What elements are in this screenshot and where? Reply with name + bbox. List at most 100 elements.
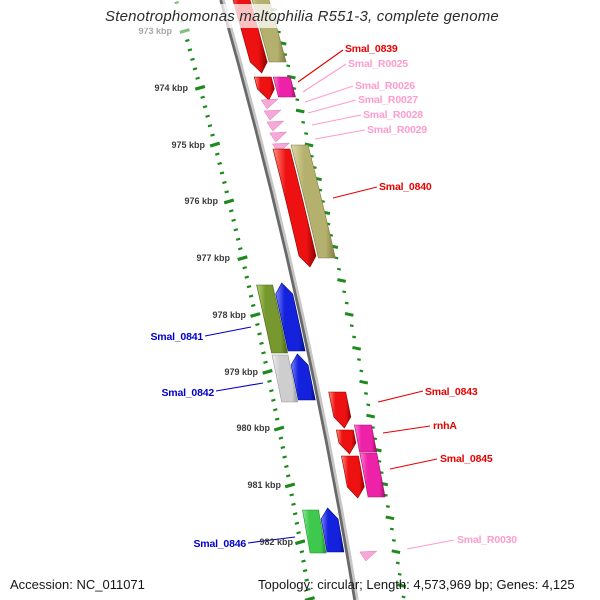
- gene-Smal_0845[interactable]: [341, 452, 386, 499]
- gene-label-Smal_0841[interactable]: Smal_0841: [151, 331, 204, 343]
- scale-dot: [301, 120, 306, 124]
- rna-feature-Smal_R0029[interactable]: [272, 142, 291, 154]
- gene-label-Smal_R0027[interactable]: Smal_R0027: [358, 94, 418, 106]
- gene-Smal_0840[interactable]: [272, 144, 336, 268]
- tick-label-982-kbp: 982 kbp: [259, 537, 293, 547]
- scale-dot: [284, 464, 289, 469]
- scale-dot: [301, 559, 306, 563]
- scale-dot: [274, 417, 280, 421]
- gene-Smal_R0026[interactable]: [263, 109, 282, 121]
- scale-dot: [286, 74, 296, 80]
- scale-dot: [385, 515, 395, 521]
- gene-Smal_R0029[interactable]: [272, 142, 291, 154]
- gene-label-Smal_R0025[interactable]: Smal_R0025: [348, 58, 408, 70]
- scale-dot: [273, 425, 285, 432]
- gene-label-Smal_0843[interactable]: Smal_0843: [425, 386, 478, 398]
- scale-dot: [305, 587, 311, 592]
- gene-block-Smal_0842[interactable]: [271, 354, 299, 403]
- gene-arrow-Smal_0843[interactable]: [328, 391, 352, 429]
- scale-dot: [248, 294, 254, 298]
- scale-dot: [237, 247, 243, 251]
- gene-Smal_R0030[interactable]: [359, 550, 378, 562]
- gene-block-Smal_0840[interactable]: [290, 144, 336, 259]
- gene-block-Smal_0846[interactable]: [302, 509, 327, 554]
- gene-Smal_R0027[interactable]: [266, 120, 285, 132]
- gene-label-Smal_0846[interactable]: Smal_0846: [194, 538, 247, 550]
- gene-label-Smal_0840[interactable]: Smal_0840: [379, 181, 432, 193]
- scale-dot: [179, 28, 190, 34]
- scale-dot: [391, 538, 396, 542]
- gene-Smal_0843[interactable]: [328, 391, 352, 429]
- scale-dot: [295, 98, 300, 102]
- scale-dot: [255, 322, 260, 327]
- leader-Smal_0845: [389, 458, 438, 470]
- scale-dot: [285, 474, 291, 478]
- gene-Smal_0839[interactable]: [253, 76, 296, 101]
- genome-backbone-edge: [219, 0, 357, 600]
- genome-title: Stenotrophomonas maltophilia R551-3, com…: [105, 7, 499, 25]
- gene-arrow-rnhA[interactable]: [335, 429, 357, 455]
- gene-rnhA[interactable]: [335, 424, 377, 455]
- scale-dot: [242, 266, 248, 270]
- gene-labels: Smal_0839 Smal_R0025 Smal_R0026 Smal_R0027 S…: [151, 43, 518, 550]
- scale-dot: [352, 345, 362, 351]
- rna-feature-Smal_R0027[interactable]: [266, 120, 285, 132]
- leader-Smal_R0028: [311, 114, 362, 126]
- scale-dot: [231, 218, 236, 222]
- rna-feature-Smal_R0025[interactable]: [260, 98, 279, 110]
- gene-Smal_R0028[interactable]: [269, 131, 288, 143]
- gene-Smal_0846[interactable]: [302, 507, 345, 554]
- scale-dot: [302, 568, 308, 573]
- gene-arrow-Smal_0840[interactable]: [272, 148, 317, 268]
- scale-dot: [296, 531, 301, 535]
- gene-arrow-Smal_0845[interactable]: [341, 455, 365, 499]
- gene-label-Smal_R0029[interactable]: Smal_R0029: [367, 124, 427, 136]
- leader-lines: [204, 49, 455, 550]
- leader-Smal_R0030: [406, 539, 455, 550]
- leader-Smal_R0025: [302, 63, 347, 93]
- gene-label-Smal_0845[interactable]: Smal_0845: [440, 453, 493, 465]
- gene-arrow-Smal_0846[interactable]: [320, 507, 345, 553]
- gene-arrow-Smal_0839[interactable]: [253, 76, 275, 101]
- scale-dot: [304, 596, 316, 600]
- gene-Smal_R0025[interactable]: [260, 98, 279, 110]
- scale-dot: [267, 379, 272, 383]
- scale-dot: [366, 403, 371, 407]
- gene-block-rnhA[interactable]: [354, 424, 377, 453]
- gene-Smal_0842[interactable]: [271, 353, 316, 403]
- scale-dot: [195, 76, 200, 80]
- gene-label-Smal_0839[interactable]: Smal_0839: [345, 43, 398, 55]
- scale-dot: [299, 550, 305, 554]
- gene-block-Smal_0841[interactable]: [256, 284, 288, 354]
- gene-arrow-Smal_0841[interactable]: [275, 282, 306, 352]
- gene-label-rnhA[interactable]: rnhA: [433, 420, 458, 432]
- scale-labels: 973 kbp 974 kbp 975 kbp 976 kbp 977 kbp 978 k…: [138, 26, 293, 547]
- rna-feature-Smal_R0026[interactable]: [263, 109, 282, 121]
- gene-label-Smal_0842[interactable]: Smal_0842: [162, 387, 215, 399]
- gene-label-Smal_R0030[interactable]: Smal_R0030: [457, 534, 517, 546]
- scale-dot: [364, 392, 368, 395]
- leader-Smal_0841: [204, 326, 252, 337]
- gene-label-Smal_R0028[interactable]: Smal_R0028: [363, 109, 423, 121]
- gene-block-Smal_0845[interactable]: [359, 452, 386, 498]
- scale-dot: [214, 152, 220, 156]
- leader-Smal_R0026: [304, 85, 354, 103]
- scale-dot: [190, 57, 195, 62]
- scale-dot: [237, 255, 248, 262]
- rna-feature-Smal_R0030[interactable]: [359, 550, 378, 562]
- scale-dot: [250, 303, 256, 308]
- scale-dot: [344, 312, 354, 317]
- scale-dot: [246, 284, 252, 289]
- scale-dot: [210, 133, 215, 137]
- gene-Smal_0841[interactable]: [256, 282, 306, 354]
- tick-label-976-kbp: 976 kbp: [184, 196, 218, 206]
- gene-arrow-Smal_0842[interactable]: [290, 353, 316, 401]
- scale-dot: [217, 161, 223, 166]
- scale-dot: [259, 341, 264, 346]
- gene-block-Smal_0839[interactable]: [272, 76, 296, 98]
- gene-label-Smal_R0026[interactable]: Smal_R0026: [355, 80, 415, 92]
- scale-dot: [366, 413, 376, 419]
- rna-feature-Smal_R0028[interactable]: [269, 131, 288, 143]
